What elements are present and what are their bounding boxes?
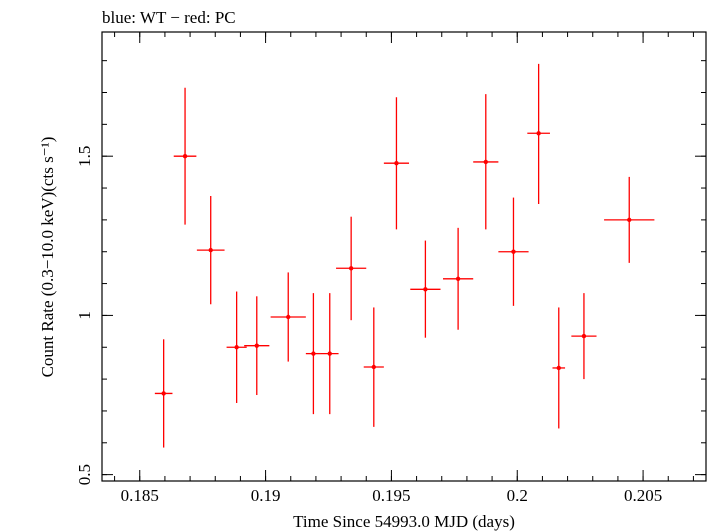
data-point xyxy=(552,307,566,429)
data-marker xyxy=(394,160,399,166)
x-tick-label: 0.2 xyxy=(507,486,528,505)
data-marker xyxy=(208,247,213,253)
data-point xyxy=(196,195,225,305)
data-marker xyxy=(627,217,632,223)
x-tick-label: 0.19 xyxy=(251,486,281,505)
x-axis-label: Time Since 54993.0 MJD (days) xyxy=(293,512,515,531)
data-marker xyxy=(327,351,332,356)
data-series-red xyxy=(154,63,655,448)
data-marker xyxy=(371,364,376,370)
x-tick-label: 0.205 xyxy=(624,486,662,505)
y-tick-label: 0.5 xyxy=(75,464,94,485)
y-axis-label: Count Rate (0.3−10.0 keV)(cts s⁻¹) xyxy=(38,137,57,378)
data-point xyxy=(244,296,270,396)
data-point xyxy=(363,307,384,427)
data-marker xyxy=(254,343,259,348)
data-marker xyxy=(286,314,291,320)
data-marker xyxy=(423,287,428,292)
data-point xyxy=(604,176,655,263)
y-tick-label: 1 xyxy=(75,311,94,320)
x-axis: 0.185 0.19 0.195 0.2 0.205 xyxy=(114,32,694,505)
data-point xyxy=(571,293,597,380)
data-marker xyxy=(511,249,516,254)
data-marker xyxy=(311,351,316,356)
data-point xyxy=(443,227,474,330)
data-marker xyxy=(483,159,488,165)
data-point xyxy=(226,291,247,403)
x-tick-label: 0.195 xyxy=(372,486,410,505)
data-marker xyxy=(536,131,541,136)
data-marker xyxy=(581,333,587,339)
data-marker xyxy=(182,153,188,159)
data-point xyxy=(173,87,197,225)
y-tick-label: 1.5 xyxy=(75,146,94,167)
data-point xyxy=(154,339,173,448)
data-point xyxy=(498,197,529,306)
data-point xyxy=(270,272,306,362)
data-point xyxy=(410,240,441,338)
data-point xyxy=(336,216,367,321)
data-point xyxy=(305,293,321,415)
x-tick-label: 0.185 xyxy=(121,486,159,505)
data-point xyxy=(383,97,410,230)
data-point xyxy=(527,63,550,204)
data-point xyxy=(473,94,499,230)
data-marker xyxy=(455,276,461,281)
data-point xyxy=(320,293,339,415)
data-marker xyxy=(348,266,354,271)
chart-title: blue: WT − red: PC xyxy=(102,8,236,27)
data-marker xyxy=(234,345,239,350)
data-marker xyxy=(556,365,561,371)
plot-frame xyxy=(101,31,707,482)
data-marker xyxy=(161,391,166,396)
y-axis: 0.5 1 1.5 xyxy=(75,60,706,485)
